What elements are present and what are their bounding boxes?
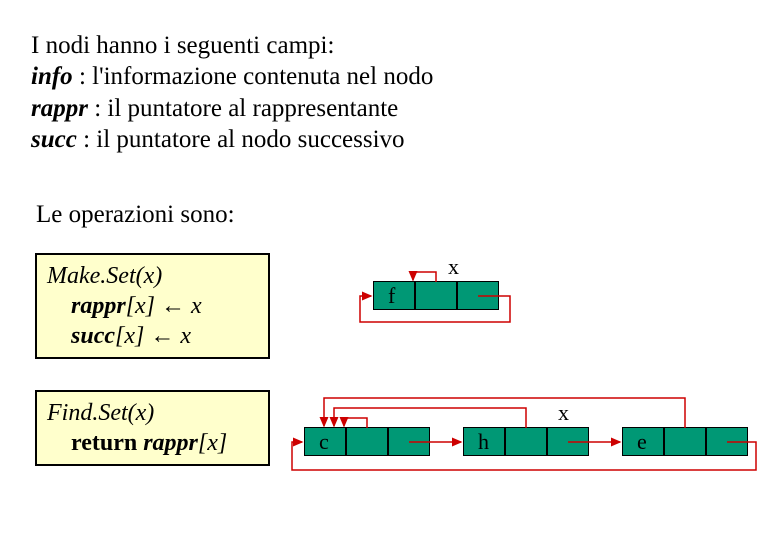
info-term: info xyxy=(31,63,73,90)
makeset-succ: succ xyxy=(71,323,115,349)
d2-c-rappr xyxy=(346,427,388,456)
findset-line1: Find.Set(x) xyxy=(47,398,258,428)
d2-h-label: h xyxy=(478,429,489,455)
d2-c-label: c xyxy=(319,429,329,455)
d1-cell-succ xyxy=(457,281,499,310)
makeset-idx2: [x] xyxy=(115,323,150,349)
makeset-idx1: [x] xyxy=(126,293,161,319)
succ-desc: : il puntatore al nodo successivo xyxy=(77,126,405,153)
d2-h-rappr xyxy=(505,427,547,456)
d2-e-succ xyxy=(706,427,748,456)
d1-x-label: x xyxy=(448,254,459,280)
info-desc: : l'informazione contenuta nel nodo xyxy=(73,63,434,90)
findset-rappr: rappr xyxy=(143,430,198,456)
d2-e-label: e xyxy=(637,429,647,455)
d2-x-label: x xyxy=(558,400,569,426)
ops-heading: Le operazioni sono: xyxy=(36,199,235,230)
makeset-line3: succ[x] ← x xyxy=(47,321,258,351)
d2-h-succ xyxy=(547,427,589,456)
rappr-desc: : il puntatore al rappresentante xyxy=(88,95,398,122)
d2-c-succ xyxy=(388,427,430,456)
findset-arg: (x) xyxy=(128,400,155,426)
makeset-name: Make.Set xyxy=(47,263,136,289)
d2-e-rappr xyxy=(664,427,706,456)
makeset-x2: x xyxy=(174,323,191,349)
makeset-arg: (x) xyxy=(136,263,163,289)
succ-term: succ xyxy=(31,126,77,153)
makeset-x1: x xyxy=(185,293,202,319)
findset-name: Find.Set xyxy=(47,400,128,426)
intro-line: I nodi hanno i seguenti campi: xyxy=(31,32,334,59)
d1-cell-rappr xyxy=(415,281,457,310)
rappr-term: rappr xyxy=(31,95,88,122)
d1-node-label: f xyxy=(388,283,395,309)
ops-text: Le operazioni sono: xyxy=(36,201,235,228)
findset-box: Find.Set(x) return rappr[x] xyxy=(35,390,270,466)
arrow1: ← xyxy=(161,293,185,319)
arrow2: ← xyxy=(150,323,174,349)
makeset-box: Make.Set(x) rappr[x] ← x succ[x] ← x xyxy=(35,253,270,359)
findset-line2: return rappr[x] xyxy=(47,428,258,458)
findset-idx: [x] xyxy=(198,430,227,456)
makeset-rappr: rappr xyxy=(71,293,126,319)
makeset-line2: rappr[x] ← x xyxy=(47,291,258,321)
findset-return: return xyxy=(71,430,143,456)
intro-text: I nodi hanno i seguenti campi: info : l'… xyxy=(31,30,433,155)
makeset-line1: Make.Set(x) xyxy=(47,261,258,291)
